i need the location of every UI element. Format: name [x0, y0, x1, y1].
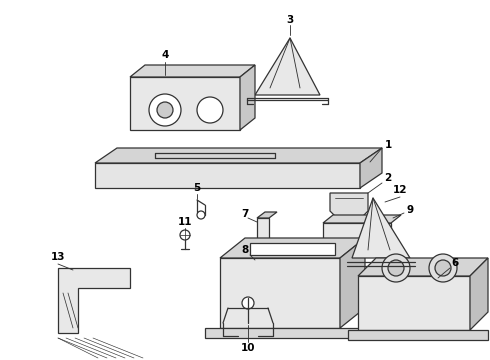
Bar — [205, 328, 370, 338]
Polygon shape — [240, 65, 255, 130]
Bar — [348, 330, 488, 340]
Text: 6: 6 — [451, 258, 459, 268]
Polygon shape — [323, 223, 391, 243]
Text: 10: 10 — [241, 343, 255, 353]
Text: 3: 3 — [286, 15, 294, 25]
Polygon shape — [220, 238, 365, 258]
Polygon shape — [58, 268, 130, 333]
Polygon shape — [130, 77, 240, 130]
Polygon shape — [360, 148, 382, 188]
Polygon shape — [95, 163, 360, 188]
Circle shape — [435, 260, 451, 276]
Bar — [250, 243, 335, 255]
Circle shape — [157, 102, 173, 118]
Circle shape — [242, 297, 254, 309]
Circle shape — [429, 254, 457, 282]
Text: 11: 11 — [178, 217, 192, 227]
Polygon shape — [470, 258, 488, 330]
Text: 2: 2 — [384, 173, 392, 183]
Circle shape — [180, 230, 190, 240]
Polygon shape — [340, 238, 365, 328]
Polygon shape — [330, 193, 368, 221]
Polygon shape — [130, 65, 255, 77]
Polygon shape — [220, 258, 340, 328]
Text: 12: 12 — [393, 185, 407, 195]
Text: 1: 1 — [384, 140, 392, 150]
Text: 4: 4 — [161, 50, 169, 60]
Circle shape — [197, 97, 223, 123]
Polygon shape — [358, 276, 470, 330]
Text: 13: 13 — [51, 252, 65, 262]
Polygon shape — [352, 198, 410, 258]
Circle shape — [197, 211, 205, 219]
Circle shape — [382, 254, 410, 282]
Bar — [257, 218, 269, 273]
Circle shape — [388, 260, 404, 276]
Text: 9: 9 — [406, 205, 414, 215]
Polygon shape — [95, 148, 382, 163]
Polygon shape — [255, 38, 320, 95]
Circle shape — [149, 94, 181, 126]
Text: 5: 5 — [194, 183, 200, 193]
Polygon shape — [323, 215, 401, 223]
Polygon shape — [358, 258, 488, 276]
Polygon shape — [257, 212, 277, 218]
Text: 8: 8 — [242, 245, 248, 255]
Text: 7: 7 — [241, 209, 249, 219]
